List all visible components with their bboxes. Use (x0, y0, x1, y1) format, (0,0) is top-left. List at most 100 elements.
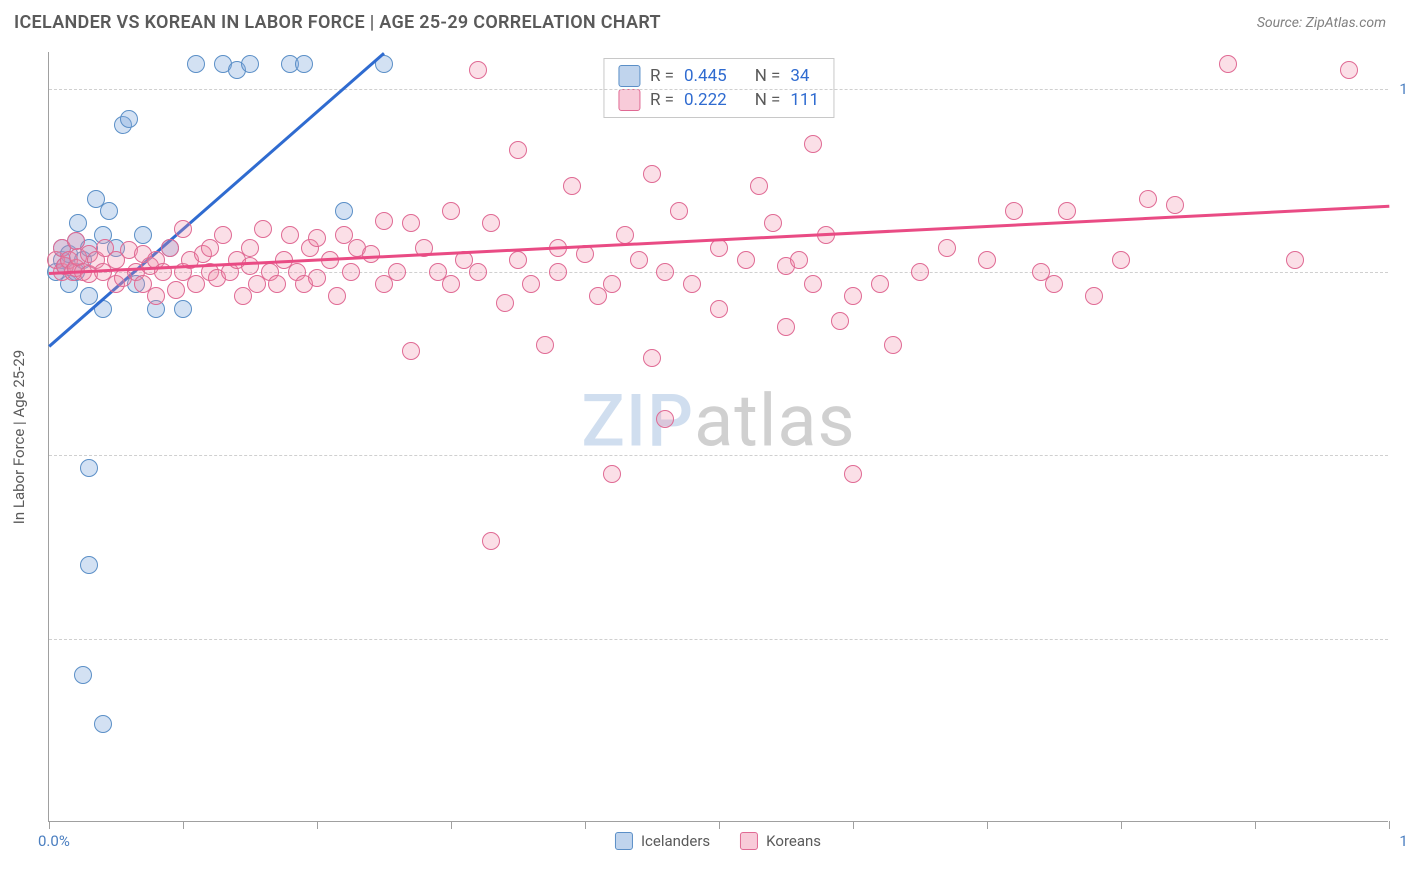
data-point (402, 214, 420, 232)
data-point (683, 275, 701, 293)
data-point (442, 275, 460, 293)
x-tick-mark (451, 821, 452, 829)
data-point (536, 336, 554, 354)
data-point (831, 312, 849, 330)
data-point (388, 263, 406, 281)
r-value-icelanders: 0.445 (684, 66, 727, 86)
data-point (750, 177, 768, 195)
gridline (49, 89, 1388, 90)
data-point (1219, 55, 1237, 73)
data-point (1340, 61, 1358, 79)
data-point (161, 239, 179, 257)
data-point (167, 281, 185, 299)
x-tick-mark (317, 821, 318, 829)
data-point (509, 141, 527, 159)
gridline (49, 639, 1388, 640)
x-tick-mark (183, 821, 184, 829)
data-point (1005, 202, 1023, 220)
data-point (509, 251, 527, 269)
source-label: Source: (1257, 15, 1302, 31)
data-point (603, 465, 621, 483)
y-axis-label: In Labor Force | Age 25-29 (10, 349, 28, 523)
data-point (69, 214, 87, 232)
data-point (268, 275, 286, 293)
x-tick-mark (853, 821, 854, 829)
data-point (482, 532, 500, 550)
data-point (630, 251, 648, 269)
r-value-koreans: 0.222 (684, 90, 727, 110)
n-label: N = (755, 90, 781, 110)
data-point (911, 263, 929, 281)
data-point (335, 202, 353, 220)
data-point (147, 287, 165, 305)
data-point (469, 61, 487, 79)
watermark: ZIPatlas (581, 379, 855, 464)
x-tick-mark (585, 821, 586, 829)
gridline (49, 455, 1388, 456)
data-point (187, 55, 205, 73)
r-label: R = (650, 66, 674, 86)
data-point (1058, 202, 1076, 220)
data-point (549, 263, 567, 281)
data-point (80, 556, 98, 574)
data-point (375, 212, 393, 230)
data-point (308, 269, 326, 287)
n-value-koreans: 111 (790, 90, 819, 110)
data-point (670, 202, 688, 220)
data-point (522, 275, 540, 293)
data-point (1166, 196, 1184, 214)
data-point (362, 245, 380, 263)
x-tick-mark (49, 821, 50, 829)
legend-row-icelanders: R = 0.445 N = 34 (618, 65, 819, 87)
data-point (737, 251, 755, 269)
data-point (308, 229, 326, 247)
series-legend: Icelanders Koreans (615, 832, 821, 850)
chart-title: ICELANDER VS KOREAN IN LABOR FORCE | AGE… (14, 12, 661, 33)
swatch-blue-icon (618, 65, 640, 87)
data-point (402, 342, 420, 360)
data-point (764, 214, 782, 232)
n-label: N = (755, 66, 781, 86)
chart-area: In Labor Force | Age 25-29 ZIPatlas R = … (48, 52, 1388, 822)
data-point (777, 318, 795, 336)
data-point (603, 275, 621, 293)
x-tick-mark (987, 821, 988, 829)
x-tick-mark (719, 821, 720, 829)
data-point (871, 275, 889, 293)
source-attribution: Source: ZipAtlas.com (1257, 15, 1386, 31)
data-point (295, 55, 313, 73)
x-tick-mark (1255, 821, 1256, 829)
data-point (978, 251, 996, 269)
data-point (643, 349, 661, 367)
data-point (74, 666, 92, 684)
legend-item-icelanders: Icelanders (615, 832, 710, 850)
data-point (804, 135, 822, 153)
data-point (94, 715, 112, 733)
watermark-atlas: atlas (694, 379, 856, 464)
data-point (469, 263, 487, 281)
data-point (1085, 287, 1103, 305)
legend-row-koreans: R = 0.222 N = 111 (618, 89, 819, 111)
data-point (656, 263, 674, 281)
data-point (804, 275, 822, 293)
data-point (328, 287, 346, 305)
legend-item-koreans: Koreans (740, 832, 821, 850)
watermark-zip: ZIP (581, 379, 694, 464)
data-point (80, 459, 98, 477)
x-axis-max-label: 100.0% (1399, 832, 1406, 850)
legend-label-koreans: Koreans (766, 832, 821, 850)
x-tick-mark (1389, 821, 1390, 829)
data-point (174, 300, 192, 318)
data-point (241, 257, 259, 275)
x-axis-min-label: 0.0% (38, 832, 70, 850)
data-point (214, 226, 232, 244)
r-label: R = (650, 90, 674, 110)
data-point (616, 226, 634, 244)
data-point (342, 263, 360, 281)
data-point (844, 465, 862, 483)
data-point (100, 202, 118, 220)
data-point (1286, 251, 1304, 269)
data-point (563, 177, 581, 195)
data-point (174, 220, 192, 238)
data-point (656, 410, 674, 428)
